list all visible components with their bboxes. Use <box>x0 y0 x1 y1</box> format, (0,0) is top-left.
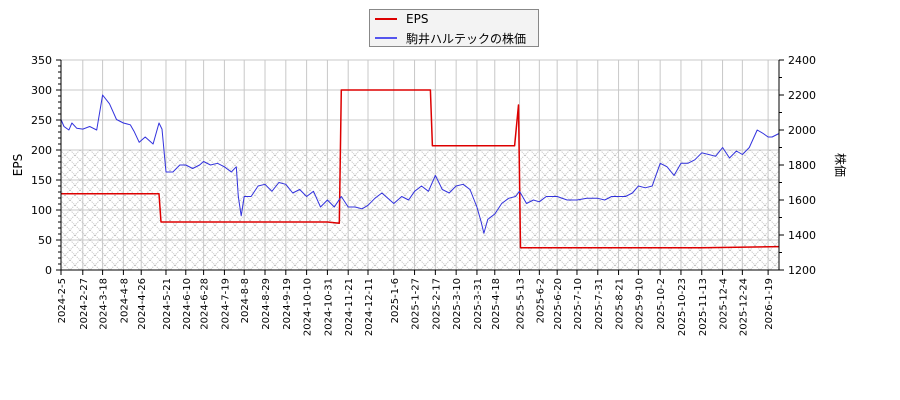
svg-text:2024-4-26: 2024-4-26 <box>137 278 148 330</box>
svg-text:2025-4-18: 2025-4-18 <box>491 278 502 330</box>
svg-text:2024-9-19: 2024-9-19 <box>282 278 293 330</box>
svg-text:1800: 1800 <box>788 159 816 172</box>
svg-text:150: 150 <box>31 174 52 187</box>
svg-text:2200: 2200 <box>788 89 816 102</box>
svg-text:2024-10-10: 2024-10-10 <box>303 278 314 336</box>
y-axis-left-ticks: 0 50 100 150 200 250 300 350 <box>31 54 61 277</box>
svg-text:2024-11-21: 2024-11-21 <box>344 278 355 336</box>
svg-text:2025-11-13: 2025-11-13 <box>698 278 709 336</box>
legend-item-stock-price: 駒井ハルテックの株価 <box>370 29 526 47</box>
svg-text:2025-1-6: 2025-1-6 <box>390 278 401 323</box>
svg-text:350: 350 <box>31 54 52 67</box>
legend-swatch-eps <box>375 18 397 20</box>
svg-text:2024-6-28: 2024-6-28 <box>200 278 211 330</box>
svg-text:2025-6-2: 2025-6-2 <box>535 278 546 323</box>
svg-text:2024-6-10: 2024-6-10 <box>182 278 193 330</box>
svg-text:2025-12-24: 2025-12-24 <box>738 278 749 336</box>
svg-text:2025-8-21: 2025-8-21 <box>615 278 626 330</box>
svg-text:2024-8-29: 2024-8-29 <box>261 278 272 330</box>
legend-swatch-stock-price <box>375 37 397 39</box>
svg-text:2025-12-4: 2025-12-4 <box>719 278 730 330</box>
svg-text:2024-7-19: 2024-7-19 <box>220 278 231 330</box>
svg-text:1200: 1200 <box>788 264 816 277</box>
eps-line <box>61 89 780 249</box>
svg-text:2024-5-21: 2024-5-21 <box>162 278 173 330</box>
chart-legend: EPS 駒井ハルテックの株価 <box>369 9 539 47</box>
svg-text:2025-2-17: 2025-2-17 <box>431 278 442 330</box>
svg-text:2025-6-20: 2025-6-20 <box>553 278 564 330</box>
svg-text:1600: 1600 <box>788 194 816 207</box>
svg-text:100: 100 <box>31 204 52 217</box>
svg-text:2024-2-27: 2024-2-27 <box>79 278 90 330</box>
legend-item-eps: EPS <box>370 10 428 28</box>
svg-text:2026-1-19: 2026-1-19 <box>764 278 775 330</box>
svg-text:250: 250 <box>31 114 52 127</box>
svg-text:2024-12-11: 2024-12-11 <box>364 278 375 336</box>
svg-text:2025-7-31: 2025-7-31 <box>594 278 605 330</box>
svg-text:2025-10-23: 2025-10-23 <box>677 278 688 336</box>
svg-text:2000: 2000 <box>788 124 816 137</box>
svg-text:2024-2-5: 2024-2-5 <box>57 278 68 323</box>
svg-text:1400: 1400 <box>788 229 816 242</box>
svg-text:2400: 2400 <box>788 54 816 67</box>
svg-text:2025-9-10: 2025-9-10 <box>634 278 645 330</box>
svg-text:50: 50 <box>38 234 52 247</box>
svg-text:2025-10-2: 2025-10-2 <box>656 278 667 330</box>
stock-price-line <box>60 94 780 234</box>
svg-text:2024-10-31: 2024-10-31 <box>323 278 334 336</box>
y-axis-right-title: 株価 <box>833 153 848 177</box>
svg-text:2025-5-13: 2025-5-13 <box>516 278 527 330</box>
legend-label-eps: EPS <box>406 12 429 26</box>
svg-text:2025-7-10: 2025-7-10 <box>573 278 584 330</box>
svg-text:2025-3-31: 2025-3-31 <box>473 278 484 330</box>
svg-text:2025-1-27: 2025-1-27 <box>411 278 422 330</box>
y-axis-right-ticks: 1200 1400 1600 1800 2000 2200 2400 <box>779 54 816 277</box>
x-axis-ticks: 2024-2-5 2024-2-27 2024-3-18 2024-4-8 2024-4… <box>57 270 775 336</box>
svg-text:2024-3-18: 2024-3-18 <box>99 278 110 330</box>
svg-text:200: 200 <box>31 144 52 157</box>
legend-label-stock-price: 駒井ハルテックの株価 <box>406 31 527 46</box>
svg-text:2025-3-10: 2025-3-10 <box>452 278 463 330</box>
svg-text:2024-8-8: 2024-8-8 <box>240 278 251 323</box>
svg-text:300: 300 <box>31 84 52 97</box>
svg-text:2024-4-8: 2024-4-8 <box>119 278 130 323</box>
svg-text:0: 0 <box>45 264 52 277</box>
y-axis-left-title: EPS <box>11 154 25 176</box>
